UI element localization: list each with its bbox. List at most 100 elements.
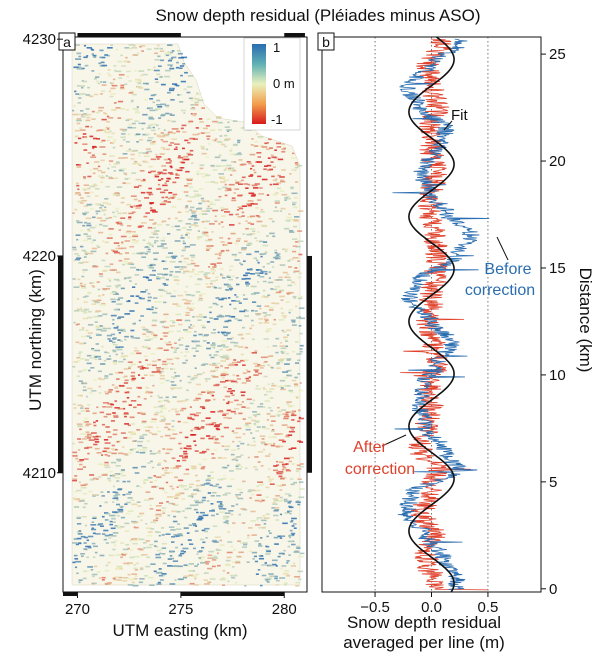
map-pixel — [98, 273, 103, 275]
map-pixel — [82, 80, 87, 83]
map-pixel — [134, 537, 140, 540]
map-pixel — [297, 230, 303, 232]
map-pixel — [155, 476, 162, 478]
map-pixel — [250, 432, 253, 434]
map-pixel — [88, 535, 94, 538]
map-pixel — [135, 81, 142, 83]
map-pixel — [94, 349, 101, 352]
map-pixel — [95, 310, 102, 312]
map-pixel — [202, 496, 207, 499]
map-pixel — [212, 376, 219, 378]
map-pixel — [83, 44, 87, 47]
map-pixel — [187, 122, 190, 125]
map-pixel — [161, 507, 166, 509]
map-pixel — [242, 542, 248, 544]
map-pixel — [216, 513, 219, 515]
map-pixel — [130, 195, 137, 197]
map-pixel — [191, 575, 197, 577]
map-pixel — [151, 324, 157, 327]
map-pixel — [228, 213, 234, 216]
map-pixel — [202, 407, 206, 410]
map-pixel — [295, 470, 299, 473]
map-pixel — [273, 210, 280, 212]
map-pixel — [157, 347, 163, 350]
map-pixel — [128, 262, 133, 264]
map-pixel — [185, 359, 188, 362]
map-pixel — [181, 161, 186, 164]
map-pixel — [106, 351, 110, 354]
map-pixel — [219, 578, 226, 581]
map-pixel — [185, 223, 191, 225]
map-pixel — [259, 364, 265, 367]
map-pixel — [116, 279, 121, 282]
map-pixel — [190, 465, 197, 468]
map-pixel — [206, 249, 210, 251]
map-pixel — [210, 411, 216, 413]
map-pixel — [82, 133, 87, 135]
map-pixel — [85, 217, 92, 220]
map-pixel — [217, 188, 222, 190]
map-pixel — [107, 128, 110, 130]
map-pixel — [139, 514, 143, 517]
map-pixel — [198, 313, 203, 316]
map-pixel — [76, 122, 81, 125]
map-pixel — [168, 410, 171, 412]
map-pixel — [102, 288, 107, 290]
map-pixel — [226, 129, 232, 131]
map-pixel — [261, 519, 267, 522]
map-pixel — [195, 350, 199, 352]
map-pixel — [207, 567, 213, 570]
map-pixel — [84, 192, 90, 194]
map-pixel — [121, 65, 126, 67]
map-pixel — [84, 136, 87, 139]
map-pixel — [219, 207, 225, 209]
map-pixel — [206, 135, 211, 138]
map-pixel — [101, 576, 106, 579]
map-pixel — [103, 289, 107, 291]
map-pixel — [220, 274, 224, 277]
map-pixel — [151, 319, 157, 322]
map-pixel — [210, 263, 216, 265]
map-pixel — [166, 292, 172, 295]
map-pixel — [220, 331, 227, 334]
map-pixel — [299, 344, 304, 347]
map-pixel — [129, 280, 132, 282]
map-pixel — [74, 475, 78, 477]
map-pixel — [99, 207, 103, 209]
map-pixel — [288, 389, 293, 392]
map-pixel — [122, 552, 128, 555]
map-pixel — [235, 427, 242, 430]
map-pixel — [285, 411, 291, 414]
map-pixel — [224, 194, 228, 197]
map-pixel — [103, 529, 109, 532]
map-pixel — [286, 197, 291, 200]
map-pixel — [251, 193, 256, 196]
map-pixel — [178, 155, 181, 157]
map-pixel — [162, 140, 168, 143]
map-pixel — [186, 91, 191, 94]
map-pixel — [124, 379, 129, 382]
map-pixel — [202, 363, 209, 365]
map-pixel — [174, 217, 178, 220]
map-pixel — [187, 507, 192, 510]
map-pixel — [104, 351, 107, 354]
map-pixel — [170, 346, 173, 349]
map-pixel — [187, 417, 193, 420]
map-pixel — [205, 173, 208, 175]
map-pixel — [87, 237, 92, 240]
map-pixel — [183, 88, 187, 91]
map-pixel — [151, 466, 155, 469]
map-pixel — [161, 467, 164, 470]
map-pixel — [122, 494, 126, 496]
map-pixel — [262, 244, 269, 247]
map-pixel — [178, 339, 181, 341]
annotation-after: After correction — [345, 434, 415, 478]
map-pixel — [177, 94, 180, 96]
map-pixel — [284, 197, 288, 199]
map-pixel — [144, 161, 149, 164]
map-pixel — [166, 448, 171, 451]
map-pixel — [173, 351, 177, 353]
map-pixel — [177, 52, 183, 55]
map-pixel — [185, 194, 189, 197]
map-pixel — [263, 289, 266, 292]
